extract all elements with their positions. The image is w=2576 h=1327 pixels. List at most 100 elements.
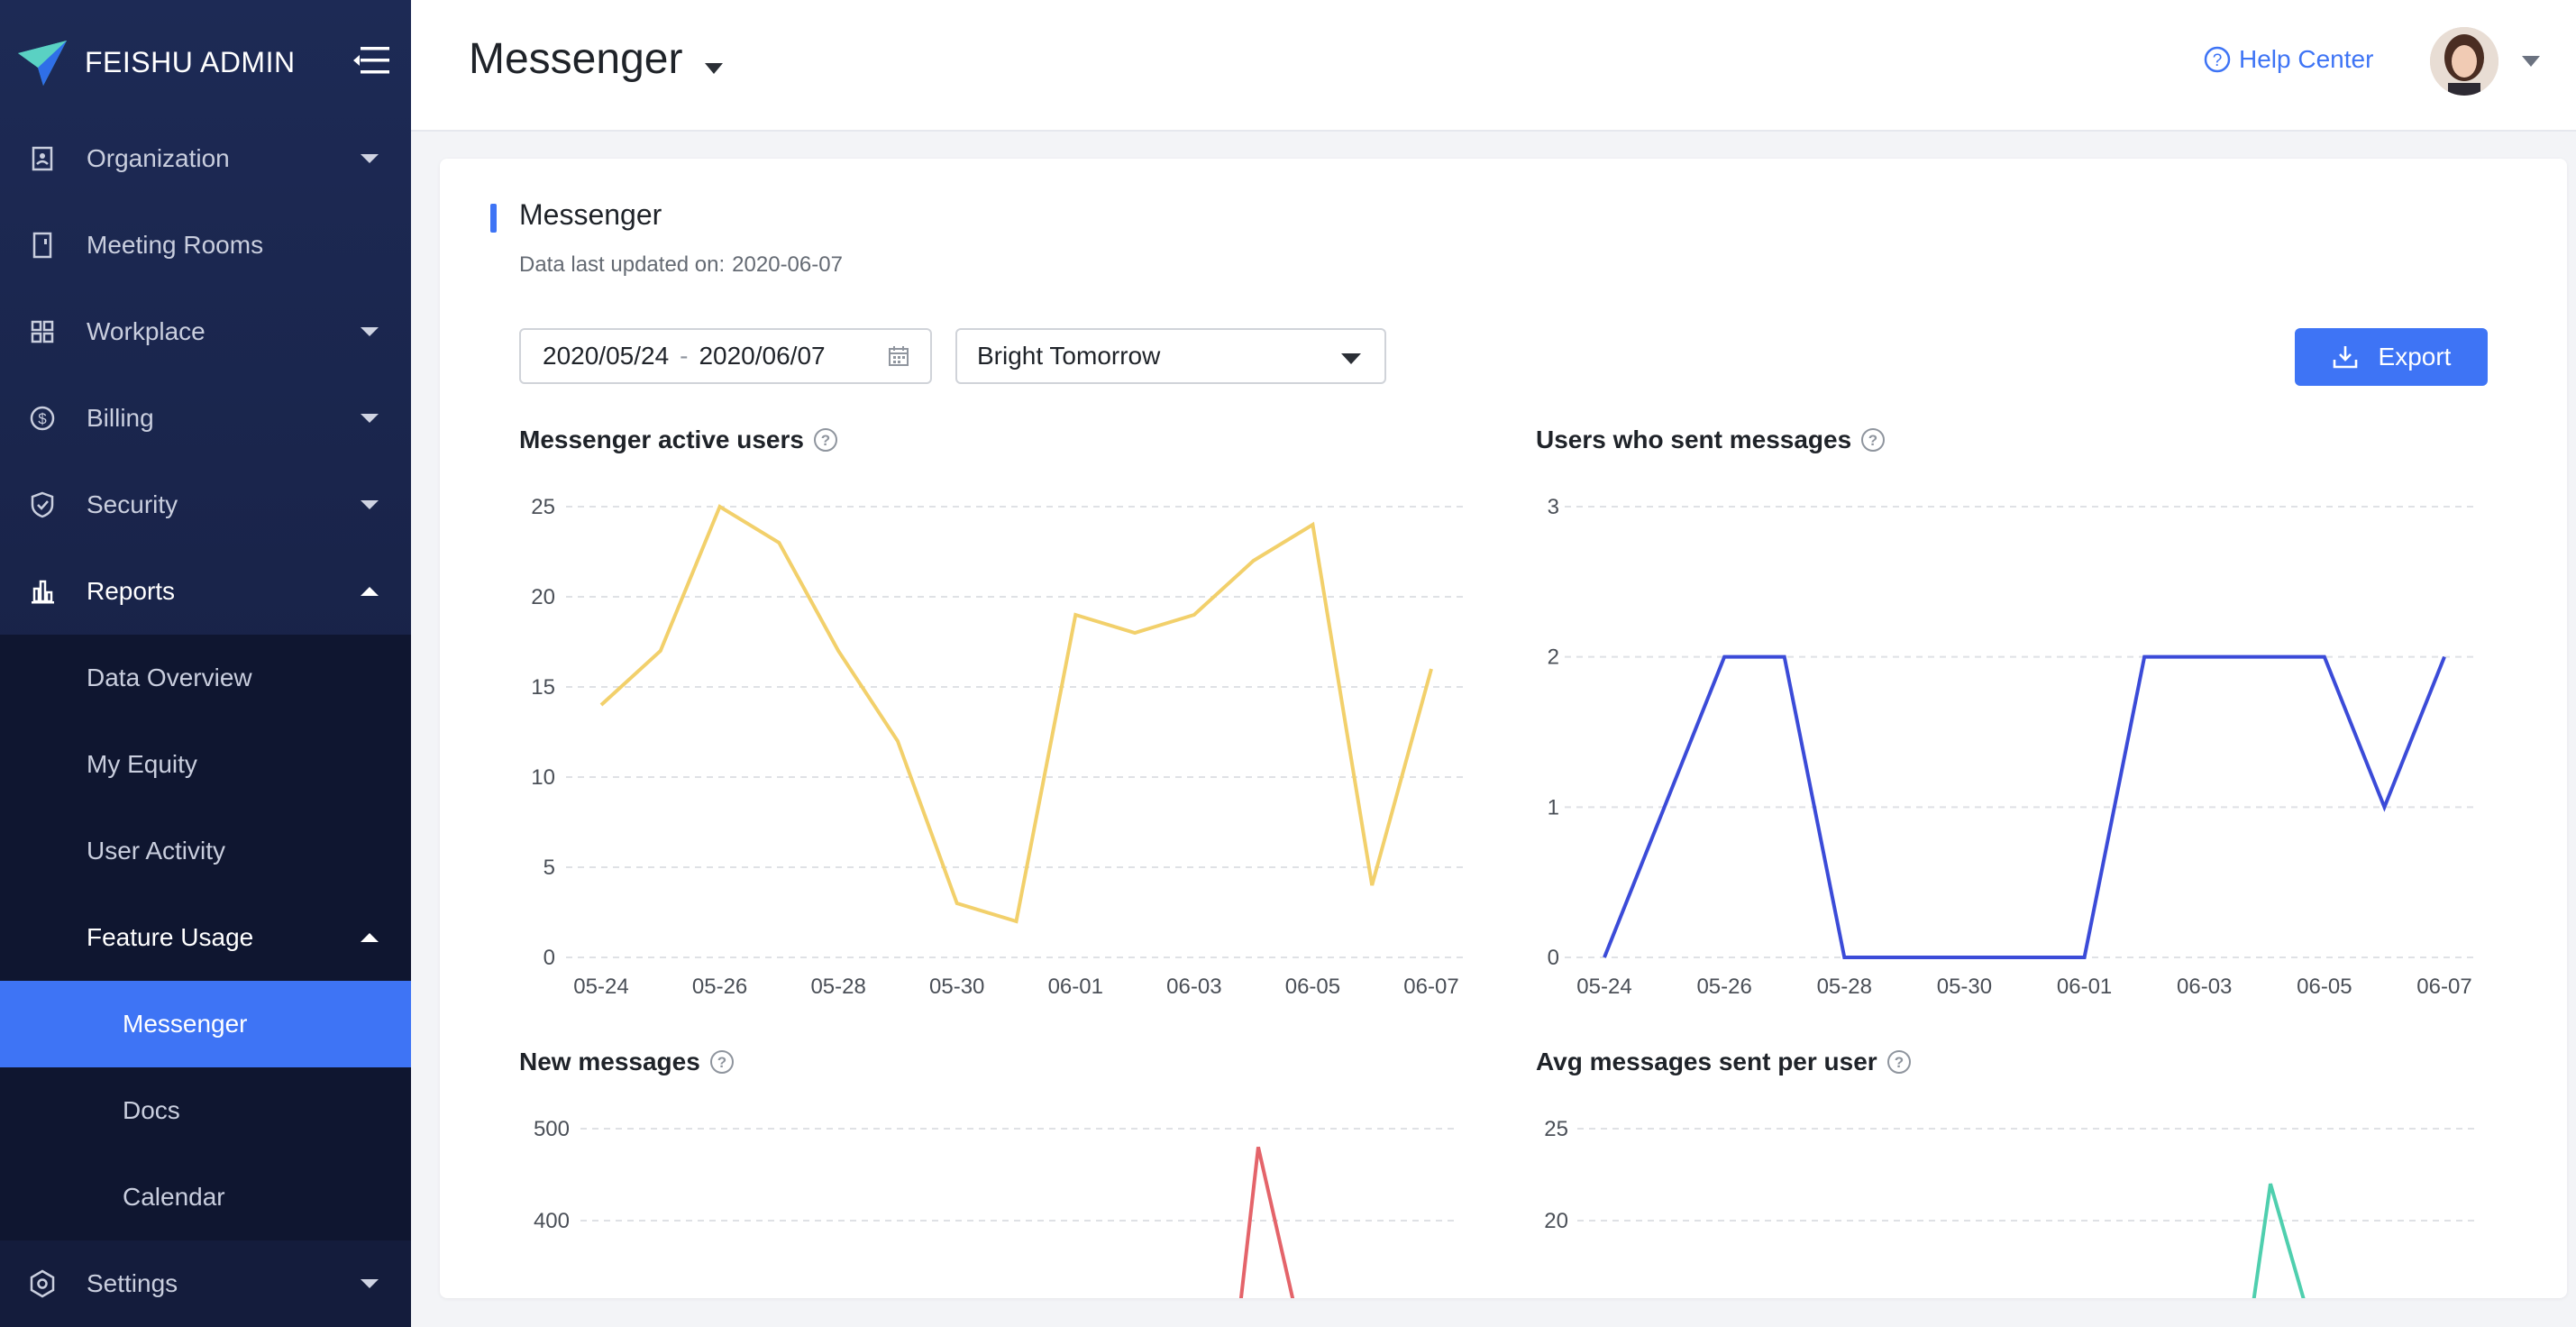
- chevron-up-icon: [361, 587, 379, 596]
- x-tick-label: 06-03: [2177, 975, 2232, 999]
- date-separator: -: [680, 342, 689, 370]
- chevron-down-icon[interactable]: [2522, 56, 2540, 67]
- series-line: [1603, 654, 2446, 959]
- chevron-down-icon[interactable]: [705, 63, 723, 74]
- chevron-down-icon: [361, 500, 379, 509]
- messenger-card: Messenger Data last updated on: 2020-06-0…: [440, 159, 2567, 1298]
- last-updated-label: Data last updated on:: [519, 252, 726, 277]
- question-icon[interactable]: ?: [1860, 427, 1886, 453]
- export-button[interactable]: Export: [2295, 328, 2488, 386]
- bar-chart-icon: [32, 580, 54, 604]
- chevron-down-icon: [361, 414, 379, 423]
- help-center-link[interactable]: ? Help Center: [2203, 45, 2373, 74]
- y-tick-label: 5: [544, 856, 555, 880]
- brand[interactable]: FEISHU ADMIN: [16, 31, 296, 94]
- chevron-down-icon: [361, 154, 379, 163]
- sidebar-item-label: Data Overview: [87, 664, 252, 691]
- sidebar-item-label: Feature Usage: [87, 923, 254, 951]
- y-tick-label: 10: [531, 765, 555, 790]
- y-tick-label: 400: [534, 1209, 570, 1233]
- date-range-picker[interactable]: 2020/05/24 - 2020/06/07: [519, 328, 932, 384]
- y-tick-label: 15: [531, 675, 555, 700]
- sidebar-item-meeting-rooms[interactable]: Meeting Rooms: [0, 202, 411, 288]
- dollar-icon: $: [30, 406, 55, 431]
- series-line: [599, 504, 1433, 924]
- export-label: Export: [2378, 343, 2452, 371]
- question-icon[interactable]: ?: [709, 1049, 735, 1075]
- organization-select[interactable]: Bright Tomorrow: [955, 328, 1386, 384]
- x-tick-label: 05-30: [1937, 975, 1992, 999]
- y-tick-label: 20: [531, 585, 555, 609]
- chevron-down-icon: [361, 1279, 379, 1288]
- chevron-down-icon: [1341, 353, 1361, 364]
- calendar-icon: [889, 346, 909, 366]
- y-tick-label: 500: [534, 1117, 570, 1141]
- sidebar-item-user-activity[interactable]: User Activity: [0, 808, 411, 894]
- x-tick-label: 05-26: [692, 975, 747, 999]
- sidebar-item-data-overview[interactable]: Data Overview: [0, 635, 411, 721]
- chart-title-text: Avg messages sent per user: [1536, 1048, 1877, 1075]
- last-updated: Data last updated on: 2020-06-07: [519, 252, 843, 278]
- chevron-down-icon: [361, 327, 379, 336]
- last-updated-value: 2020-06-07: [732, 252, 843, 277]
- x-tick-label: 06-03: [1166, 975, 1221, 999]
- sidebar-item-billing[interactable]: $ Billing: [0, 375, 411, 462]
- door-icon: [32, 232, 52, 259]
- series-line: [1238, 1146, 1295, 1298]
- x-tick-label: 06-07: [1403, 975, 1458, 999]
- x-tick-label: 06-01: [1048, 975, 1103, 999]
- sidebar-item-messenger[interactable]: Messenger: [0, 981, 411, 1067]
- x-tick-label: 06-01: [2057, 975, 2112, 999]
- chart-title-active-users: Messenger active users ?: [519, 426, 838, 454]
- new-messages-chart: 400 500: [534, 1117, 1457, 1298]
- avatar[interactable]: [2430, 27, 2498, 96]
- question-icon[interactable]: ?: [813, 427, 838, 453]
- chart-title-avg-messages: Avg messages sent per user ?: [1536, 1048, 1912, 1076]
- chart-title-text: New messages: [519, 1048, 700, 1075]
- svg-text:?: ?: [1868, 432, 1877, 449]
- sidebar-item-label: Reports: [87, 577, 176, 605]
- date-start: 2020/05/24: [543, 342, 670, 370]
- sidebar-item-label: Calendar: [123, 1183, 225, 1211]
- sidebar-item-my-equity[interactable]: My Equity: [0, 721, 411, 808]
- feishu-logo-icon: [18, 41, 67, 86]
- menu-collapse-icon[interactable]: [353, 45, 389, 76]
- help-icon: ?: [2204, 46, 2231, 73]
- sidebar-item-settings[interactable]: Settings: [0, 1240, 411, 1327]
- gear-icon: [30, 1269, 55, 1298]
- question-icon[interactable]: ?: [1886, 1049, 1912, 1075]
- chart-title-text: Messenger active users: [519, 426, 804, 453]
- x-tick-label: 05-24: [573, 975, 628, 999]
- sidebar-item-label: User Activity: [87, 837, 226, 865]
- grid-icon: [31, 320, 54, 343]
- sidebar-item-label: Settings: [87, 1269, 178, 1297]
- top-header: Messenger ? Help Center: [411, 0, 2576, 132]
- svg-text:?: ?: [2213, 51, 2223, 70]
- svg-text:$: $: [38, 410, 47, 427]
- sidebar-item-calendar[interactable]: Calendar: [0, 1154, 411, 1240]
- svg-text:?: ?: [1895, 1054, 1904, 1071]
- chart-title-users-sent: Users who sent messages ?: [1536, 426, 1886, 454]
- y-tick-label: 25: [531, 495, 555, 519]
- brand-name: FEISHU ADMIN: [85, 45, 296, 78]
- sidebar-item-workplace[interactable]: Workplace: [0, 288, 411, 375]
- title-accent-bar: [490, 204, 497, 233]
- y-tick-label: 0: [544, 946, 555, 970]
- sidebar-item-reports[interactable]: Reports: [0, 548, 411, 635]
- y-tick-label: 0: [1548, 946, 1559, 970]
- sidebar-item-label: Workplace: [87, 317, 206, 345]
- users-sent-chart: 0 1 2 3 05-24 05-26 05-28 05-30 06-01 06-03 06-05 0…: [1548, 495, 2479, 999]
- sidebar-item-feature-usage[interactable]: Feature Usage: [0, 894, 411, 981]
- page-title[interactable]: Messenger: [469, 35, 683, 83]
- x-tick-label: 05-28: [810, 975, 865, 999]
- y-tick-label: 1: [1548, 795, 1559, 819]
- svg-text:?: ?: [717, 1054, 726, 1071]
- help-center-label: Help Center: [2239, 45, 2374, 73]
- chevron-up-icon: [361, 933, 379, 942]
- sidebar-item-security[interactable]: Security: [0, 462, 411, 548]
- sidebar-item-organization[interactable]: Organization: [0, 115, 411, 202]
- y-tick-label: 20: [1544, 1209, 1568, 1233]
- sidebar-item-label: Security: [87, 490, 178, 518]
- sidebar-item-docs[interactable]: Docs: [0, 1067, 411, 1154]
